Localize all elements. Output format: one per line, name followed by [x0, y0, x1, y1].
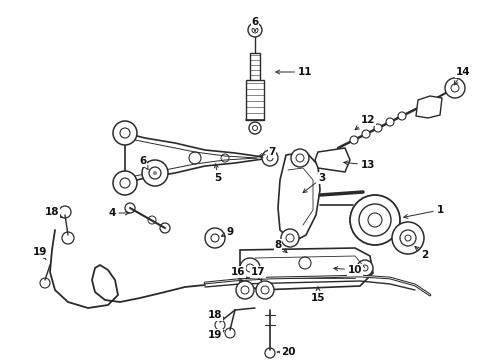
- Circle shape: [240, 258, 260, 278]
- Circle shape: [256, 281, 274, 299]
- Text: 18: 18: [208, 310, 224, 320]
- Text: 19: 19: [33, 247, 47, 260]
- Circle shape: [211, 234, 219, 242]
- Text: 6: 6: [251, 17, 259, 31]
- Text: 20: 20: [277, 347, 295, 357]
- Text: 4: 4: [108, 208, 129, 218]
- Polygon shape: [315, 148, 350, 172]
- Text: 2: 2: [415, 247, 429, 260]
- Circle shape: [398, 112, 406, 120]
- Text: 15: 15: [311, 287, 325, 303]
- Polygon shape: [250, 53, 260, 83]
- Circle shape: [362, 130, 370, 138]
- Circle shape: [359, 204, 391, 236]
- Polygon shape: [416, 96, 442, 118]
- Text: 16: 16: [231, 267, 245, 281]
- Circle shape: [113, 171, 137, 195]
- Text: 6: 6: [139, 156, 148, 170]
- Text: 10: 10: [334, 265, 362, 275]
- Circle shape: [153, 171, 157, 175]
- Circle shape: [149, 167, 161, 179]
- Circle shape: [113, 121, 137, 145]
- Text: 1: 1: [404, 205, 443, 219]
- Circle shape: [120, 178, 130, 188]
- Text: 7: 7: [259, 147, 276, 157]
- Polygon shape: [125, 133, 270, 183]
- Circle shape: [281, 229, 299, 247]
- Text: 17: 17: [251, 267, 265, 281]
- Circle shape: [142, 160, 168, 186]
- Circle shape: [205, 228, 225, 248]
- Text: 9: 9: [221, 227, 234, 237]
- Circle shape: [236, 281, 254, 299]
- Polygon shape: [278, 152, 320, 242]
- Circle shape: [350, 195, 400, 245]
- Text: 13: 13: [344, 160, 375, 170]
- Text: 18: 18: [45, 207, 62, 218]
- Circle shape: [350, 136, 358, 144]
- Text: 3: 3: [303, 173, 326, 193]
- Text: 5: 5: [214, 164, 221, 183]
- Text: 12: 12: [355, 115, 375, 130]
- Circle shape: [357, 260, 373, 276]
- Circle shape: [120, 128, 130, 138]
- Text: 8: 8: [274, 240, 287, 252]
- Polygon shape: [240, 248, 373, 290]
- Circle shape: [400, 230, 416, 246]
- Polygon shape: [246, 80, 264, 120]
- Circle shape: [445, 78, 465, 98]
- Circle shape: [392, 222, 424, 254]
- Circle shape: [262, 150, 278, 166]
- Circle shape: [291, 149, 309, 167]
- Text: 14: 14: [454, 67, 470, 85]
- Circle shape: [374, 124, 382, 132]
- Text: 19: 19: [208, 330, 224, 340]
- Circle shape: [386, 118, 394, 126]
- Text: 11: 11: [276, 67, 312, 77]
